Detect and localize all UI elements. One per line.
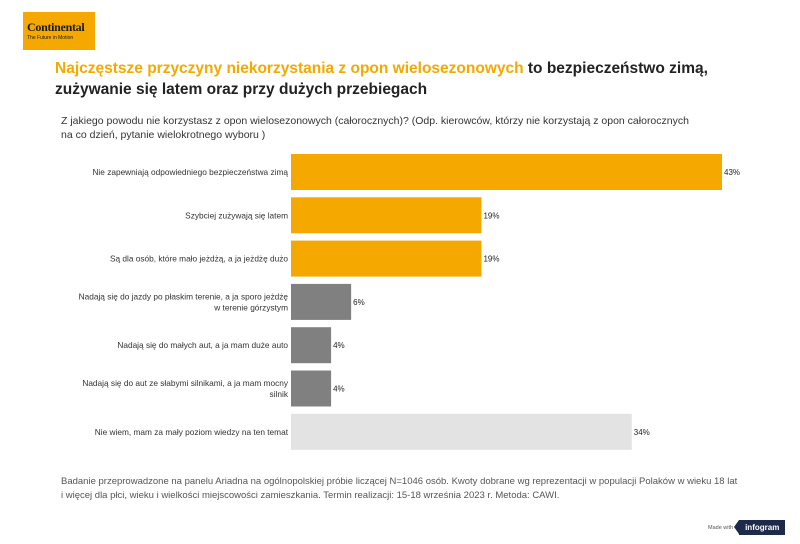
bar [291,413,632,450]
bar [291,240,482,277]
bar-value-label: 34% [634,428,650,437]
logo-wordmark: Continental [27,20,85,34]
category-label-line: Są dla osób, które mało jeżdżą, a ja jeż… [110,254,288,264]
title-highlight: Najczęstsze przyczyny niekorzystania z o… [55,60,524,77]
title-rest: to bezpieczeństwo zimą, zużywanie się la… [55,60,708,98]
methodology-footnote: Badanie przeprowadzone na panelu Ariadna… [61,476,738,501]
bar-value-label: 19% [483,255,499,264]
bar [291,327,332,364]
infogram-badge[interactable]: infogram [734,520,786,535]
bar-value-label: 19% [483,211,499,220]
category-label-line: Nadają się do aut ze słabymi silnikami, … [82,378,289,388]
category-label: Nie wiem, mam za mały poziom wiedzy na t… [95,427,289,437]
chart-title: Najczęstsze przyczyny niekorzystania z o… [55,58,755,100]
category-label-line: Nadają się do małych aut, a ja mam duże … [117,340,288,350]
bar-value-label: 4% [333,385,345,394]
bar-value-label: 4% [333,341,345,350]
bar-chart: 43% Nie zapewniają odpowiedniego bezpiecz… [79,154,740,450]
category-label: Nadają się do jazdy po płaskim terenie, … [79,291,289,312]
bar-value-label: 6% [353,298,365,307]
category-label: Nadają się do aut ze słabymi silnikami, … [82,378,289,399]
category-label: Nadają się do małych aut, a ja mam duże … [117,340,288,350]
made-with-label: Made with [708,524,734,531]
continental-logo: Continental The Future in Motion [23,12,95,50]
bar-value-label: 43% [724,168,740,177]
infogram-credit[interactable]: Made with infogram [708,520,786,535]
category-label: Szybciej zużywają się latem [185,210,288,220]
logo-tagline: The Future in Motion [27,35,74,41]
bar [291,154,722,190]
bar [291,370,332,407]
category-label-line: Nie wiem, mam za mały poziom wiedzy na t… [95,427,289,437]
bar [291,197,482,234]
category-label-line: silnik [270,389,289,399]
category-label-line: Nie zapewniają odpowiedniego bezpieczeńs… [92,167,288,177]
category-label: Są dla osób, które mało jeżdżą, a ja jeż… [110,254,288,264]
category-label-line: Nadają się do jazdy po płaskim terenie, … [79,291,289,301]
bar [291,283,352,320]
survey-question: Z jakiego powodu nie korzystasz z opon w… [61,115,689,141]
category-label-line: Szybciej zużywają się latem [185,210,288,220]
category-label: Nie zapewniają odpowiedniego bezpieczeńs… [92,167,288,177]
category-label-line: w terenie górzystym [213,302,288,312]
